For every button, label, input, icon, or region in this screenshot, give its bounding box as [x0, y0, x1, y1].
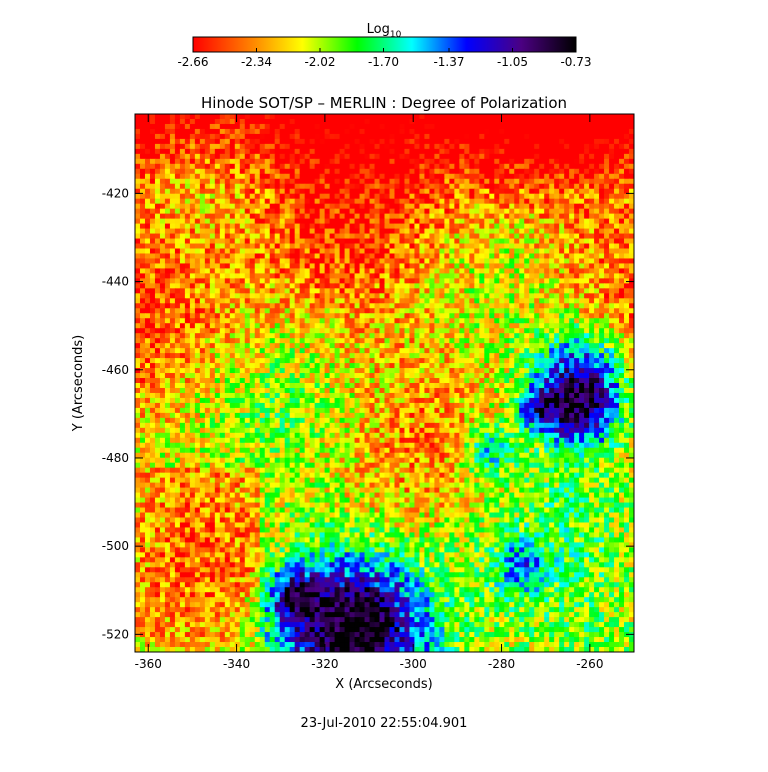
x-axis-label: X (Arcseconds) — [335, 677, 432, 692]
chart-title: Hinode SOT/SP – MERLIN : Degree of Polar… — [201, 94, 567, 112]
y-tick-label: -500 — [102, 539, 129, 553]
y-tick-label: -420 — [102, 186, 129, 200]
y-tick-label: -440 — [102, 275, 129, 289]
y-tick-label: -460 — [102, 363, 129, 377]
y-tick-label: -520 — [102, 627, 129, 641]
x-tick-label: -360 — [135, 657, 162, 671]
colorbar-tick-label: -0.73 — [560, 55, 591, 69]
observation-timestamp: 23-Jul-2010 22:55:04.901 — [0, 716, 768, 731]
x-tick-label: -260 — [576, 657, 603, 671]
x-tick-label: -340 — [223, 657, 250, 671]
colorbar-tick-label: -1.70 — [368, 55, 399, 69]
y-axis-label: Y (Arcseconds) — [71, 335, 86, 432]
x-tick-label: -280 — [488, 657, 515, 671]
colorbar-tick-label: -2.34 — [241, 55, 272, 69]
y-tick-label: -480 — [102, 451, 129, 465]
colorbar-tick-label: -1.37 — [433, 55, 464, 69]
colorbar-tick-label: -1.05 — [497, 55, 528, 69]
x-tick-label: -300 — [400, 657, 427, 671]
x-tick-label: -320 — [311, 657, 338, 671]
colorbar: Log10 -2.66-2.34-2.02-1.70-1.37-1.05-0.7… — [177, 22, 591, 69]
heatmap-field — [135, 114, 635, 653]
colorbar-gradient — [193, 37, 576, 52]
colorbar-tick-label: -2.66 — [177, 55, 208, 69]
colorbar-tick-label: -2.02 — [304, 55, 335, 69]
